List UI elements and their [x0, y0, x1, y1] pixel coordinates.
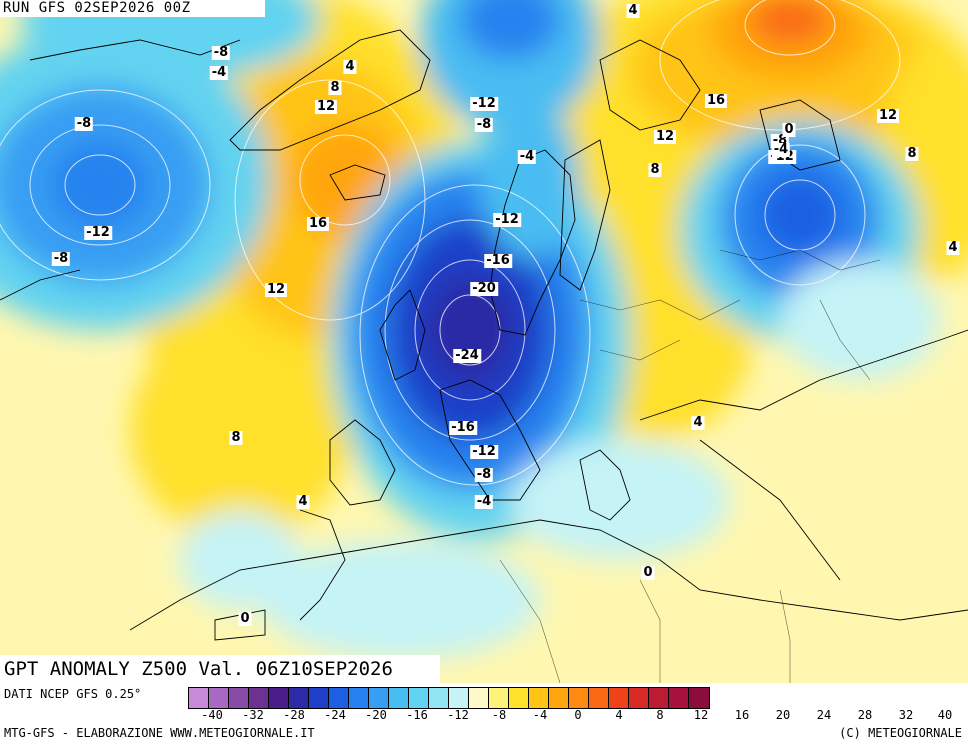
contour-label: 0: [782, 122, 796, 137]
contour-label: -8: [474, 117, 494, 132]
colorbar-tick-label: 4: [615, 708, 623, 722]
anomaly-field: [0, 0, 968, 683]
colorbar-swatch: [469, 688, 489, 708]
colorbar-tick-label: 20: [775, 708, 791, 722]
colorbar-swatch: [509, 688, 529, 708]
contour-label: -24: [453, 348, 481, 363]
colorbar-swatch: [409, 688, 429, 708]
colorbar-tick-label: 24: [816, 708, 832, 722]
colorbar-tick-label: -8: [491, 708, 507, 722]
colorbar-tick-label: 0: [574, 708, 582, 722]
contour-label: -16: [449, 420, 477, 435]
contour-label: -4: [771, 142, 791, 157]
colorbar-swatch: [289, 688, 309, 708]
contour-label: 8: [648, 162, 662, 177]
contour-label: 4: [296, 494, 310, 509]
colorbar-tick-label: 40: [937, 708, 953, 722]
contour-label: -12: [493, 212, 521, 227]
colorbar-swatch: [249, 688, 269, 708]
contour-label: -8: [51, 251, 71, 266]
colorbar-swatch: [189, 688, 209, 708]
contour-label: 8: [328, 80, 342, 95]
colorbar-swatch: [329, 688, 349, 708]
contour-label: -4: [209, 65, 229, 80]
colorbar-swatch: [649, 688, 669, 708]
contour-label: -12: [470, 96, 498, 111]
colorbar-swatch: [589, 688, 609, 708]
colorbar-swatch: [689, 688, 709, 708]
colorbar-swatch: [269, 688, 289, 708]
contour-label: 12: [653, 129, 677, 144]
contour-label: 8: [905, 146, 919, 161]
contour-label: 4: [343, 59, 357, 74]
contour-label: 4: [946, 240, 960, 255]
colorbar-tick-label: -4: [532, 708, 548, 722]
contour-label: -12: [84, 225, 112, 240]
colorbar-tick-label: -40: [201, 708, 223, 722]
colorbar-swatch: [389, 688, 409, 708]
contour-label: -8: [474, 467, 494, 482]
contour-label: -8: [211, 45, 231, 60]
contour-label: -4: [517, 149, 537, 164]
colorbar-swatch: [549, 688, 569, 708]
colorbar-tick-label: 32: [898, 708, 914, 722]
contour-label: 4: [626, 3, 640, 18]
colorbar-swatch: [489, 688, 509, 708]
colorbar-swatch: [369, 688, 389, 708]
colorbar-tick-label: -20: [365, 708, 387, 722]
anomaly-map: -8-44812-8-12-8-41612-12-8-8-12-16-20-24…: [0, 0, 968, 683]
colorbar-tick-label: -24: [324, 708, 346, 722]
colorbar-tick-label: 8: [656, 708, 664, 722]
colorbar-tick-label: -28: [283, 708, 305, 722]
colorbar-tick-label: 16: [734, 708, 750, 722]
data-source: DATI NCEP GFS 0.25°: [4, 687, 142, 701]
anomaly-shading: [0, 0, 968, 660]
colorbar: [188, 687, 710, 709]
colorbar-swatch: [669, 688, 689, 708]
colorbar-tick-label: -12: [447, 708, 469, 722]
map-title: GPT ANOMALY Z500 Val. 06Z10SEP2026: [0, 655, 440, 683]
contour-label: -8: [74, 116, 94, 131]
contour-label: -4: [474, 494, 494, 509]
contour-label: -12: [470, 444, 498, 459]
coastlines: [0, 29, 968, 641]
contour-label: 12: [876, 108, 900, 123]
colorbar-swatch: [209, 688, 229, 708]
contour-label: 0: [238, 611, 252, 626]
contour-lines: [0, 0, 901, 486]
run-header: RUN GFS 02SEP2026 00Z: [0, 0, 265, 17]
contour-label: -16: [484, 253, 512, 268]
colorbar-swatch: [449, 688, 469, 708]
colorbar-swatch: [229, 688, 249, 708]
contour-label: 12: [314, 99, 338, 114]
colorbar-tick-label: 12: [693, 708, 709, 722]
contour-label: 12: [264, 282, 288, 297]
colorbar-swatch: [529, 688, 549, 708]
contour-label: 16: [306, 216, 330, 231]
colorbar-swatch: [349, 688, 369, 708]
legend: DATI NCEP GFS 0.25° -40 -32 -28 -24 -20 -16 -1…: [0, 683, 968, 745]
contour-label: -20: [470, 281, 498, 296]
colorbar-tick-label: -16: [406, 708, 428, 722]
contour-label: 16: [704, 93, 728, 108]
colorbar-tick-label: 28: [857, 708, 873, 722]
contour-label: 0: [641, 565, 655, 580]
colorbar-swatch: [609, 688, 629, 708]
footer-copyright: (C) METEOGIORNALE: [839, 726, 962, 740]
colorbar-swatch: [629, 688, 649, 708]
contour-label: 8: [229, 430, 243, 445]
footer-credit: MTG-GFS - ELABORAZIONE WWW.METEOGIORNALE…: [4, 726, 315, 740]
contour-label: 4: [691, 415, 705, 430]
colorbar-tick-label: -32: [242, 708, 264, 722]
borders: [499, 249, 881, 683]
colorbar-swatch: [569, 688, 589, 708]
colorbar-swatch: [309, 688, 329, 708]
colorbar-swatch: [429, 688, 449, 708]
